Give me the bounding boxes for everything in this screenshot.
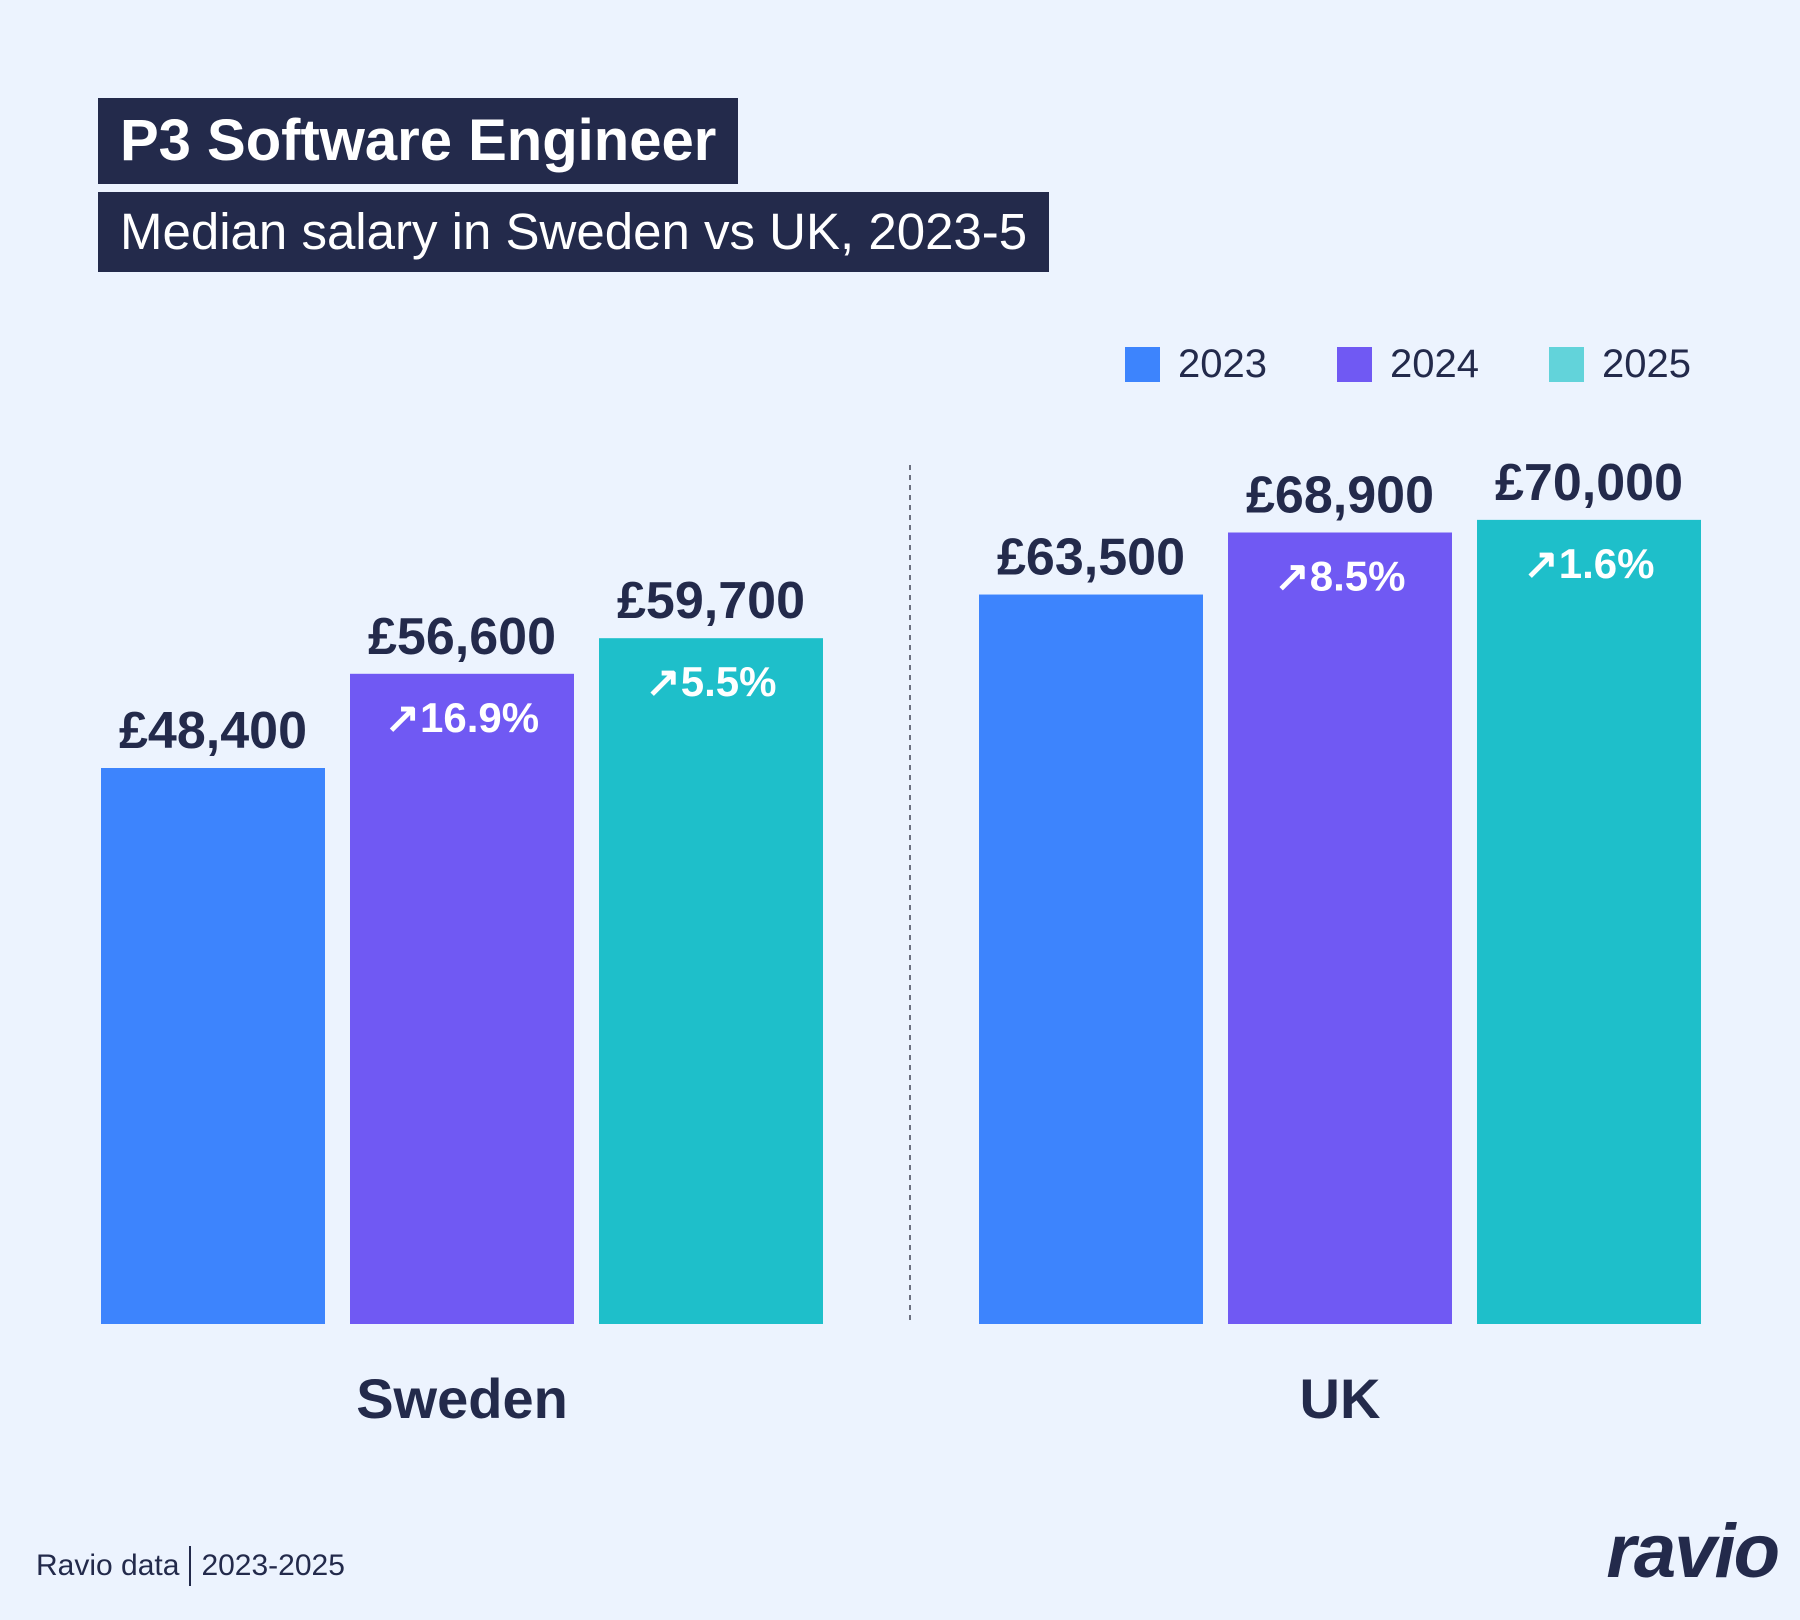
legend-swatch: [1549, 347, 1584, 382]
change-label: ↗5.5%: [646, 658, 777, 705]
source-label: Ravio data: [36, 1549, 180, 1582]
legend-swatch: [1337, 347, 1372, 382]
category-label: UK: [1300, 1367, 1381, 1430]
value-label: £68,900: [1246, 467, 1434, 525]
ravio-logo: ravio: [1606, 1509, 1780, 1594]
change-label: ↗1.6%: [1524, 540, 1655, 587]
bar-chart: £48,400 £56,600 ↗16.9% £59,700 ↗5.5% Sweden £6…: [101, 454, 1701, 1430]
change-label: ↗8.5%: [1275, 553, 1406, 600]
value-label: £63,500: [997, 529, 1185, 587]
value-label: £59,700: [617, 572, 805, 630]
change-label: ↗16.9%: [385, 694, 539, 741]
legend-item-2025: 2025: [1549, 342, 1691, 387]
bar-sweden-2025: [599, 638, 823, 1324]
value-label: £48,400: [119, 702, 307, 760]
legend-swatch: [1125, 347, 1160, 382]
bar-uk-2023: [979, 594, 1203, 1324]
legend-label: 2023: [1178, 342, 1267, 386]
category-label: Sweden: [356, 1367, 568, 1430]
value-label: £70,000: [1495, 454, 1683, 512]
chart-subtitle: Median salary in Sweden vs UK, 2023-5: [98, 192, 1050, 272]
chart-title: P3 Software Engineer: [98, 98, 739, 184]
bar-sweden-2023: [101, 768, 325, 1324]
bar-sweden-2024: [350, 673, 574, 1324]
value-label: £56,600: [368, 608, 556, 666]
legend-label: 2025: [1602, 342, 1691, 386]
footer-separator: [189, 1546, 192, 1586]
legend-item-2024: 2024: [1337, 342, 1479, 387]
bar-uk-2025: [1477, 519, 1701, 1324]
legend-item-2023: 2023: [1125, 342, 1267, 387]
years-label: 2023-2025: [201, 1549, 345, 1582]
legend-label: 2024: [1390, 342, 1479, 386]
bar-uk-2024: [1228, 532, 1452, 1324]
footer: Ravio data 2023-2025: [36, 1546, 345, 1586]
